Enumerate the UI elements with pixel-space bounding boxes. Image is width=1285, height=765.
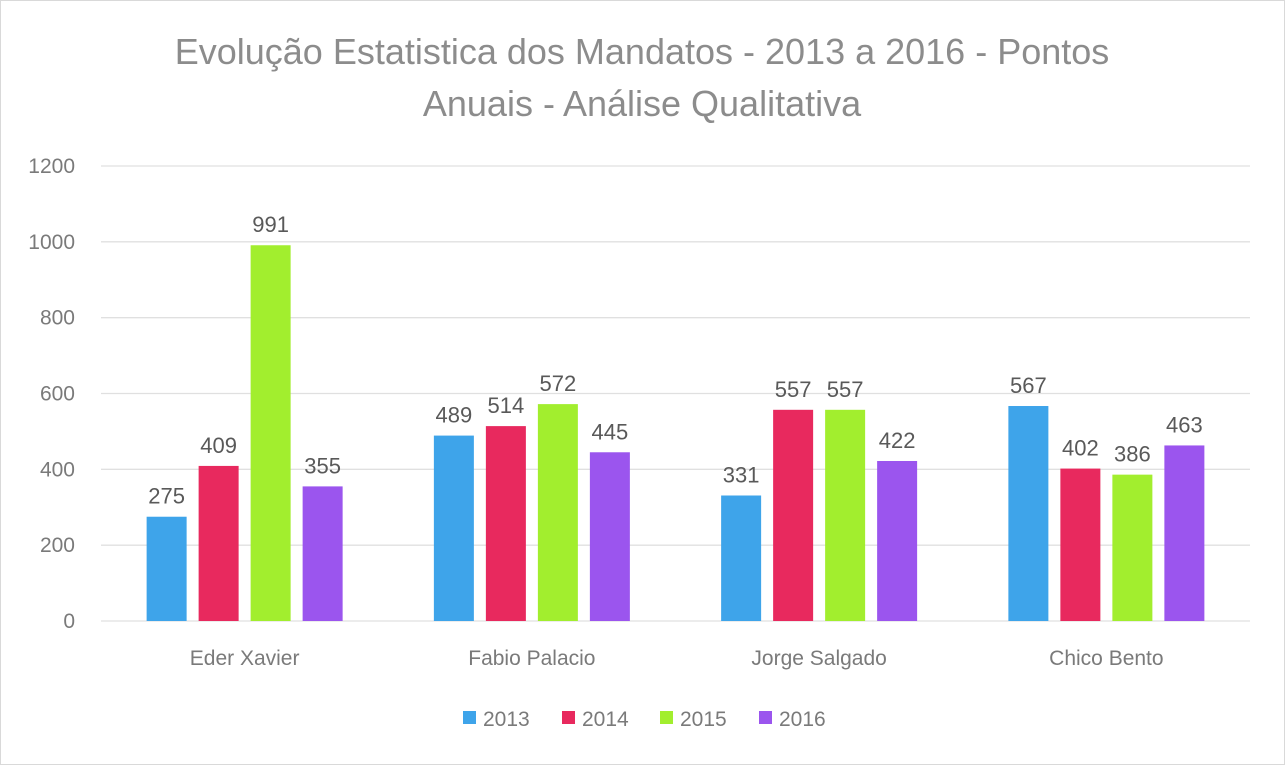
legend-label: 2016 [779,708,826,731]
data-label: 463 [1166,412,1203,437]
data-label: 422 [879,428,916,453]
data-label: 489 [436,403,473,428]
bar-2013 [146,516,187,621]
legend-swatch-2013 [463,711,476,724]
bar-2013 [1008,406,1049,621]
x-tick-label: Jorge Salgado [751,647,886,670]
y-tick-label: 0 [63,610,75,633]
data-label: 567 [1010,373,1047,398]
data-label: 445 [592,419,629,444]
y-tick-label: 200 [40,534,75,557]
bar-2016 [302,486,343,621]
legend-label: 2014 [582,708,629,731]
data-label: 557 [827,377,864,402]
bar-2014 [198,465,239,621]
bar-2016 [877,460,918,621]
y-tick-label: 1000 [28,231,75,254]
data-label: 402 [1062,436,1099,461]
bar-2016 [1164,445,1205,621]
bar-2014 [773,409,814,621]
bar-2016 [589,452,630,621]
legend-label: 2015 [680,708,727,731]
data-label: 275 [148,484,185,509]
data-label: 331 [723,462,760,487]
data-label: 386 [1114,442,1151,467]
legend-swatch-2015 [660,711,673,724]
bar-2013 [433,435,474,621]
bar-2015 [825,409,866,621]
y-tick-label: 400 [40,458,75,481]
x-tick-label: Chico Bento [1049,647,1163,670]
data-label: 514 [488,393,525,418]
legend-swatch-2014 [562,711,575,724]
chart-title-line-1: Evolução Estatistica dos Mandatos - 2013… [175,31,1110,72]
bar-2015 [1112,474,1153,621]
data-label: 409 [200,433,237,458]
data-label: 355 [304,453,341,478]
bar-2015 [250,245,291,621]
data-label: 991 [252,212,289,237]
chart-title-line-2: Anuais - Análise Qualitativa [423,83,862,124]
y-tick-label: 1200 [28,155,75,178]
bar-2014 [485,426,526,621]
legend-label: 2013 [483,708,530,731]
bar-2015 [537,404,578,621]
data-label: 557 [775,377,812,402]
x-tick-label: Fabio Palacio [468,647,595,670]
y-tick-label: 600 [40,383,75,406]
x-tick-label: Eder Xavier [190,647,300,670]
y-tick-label: 800 [40,307,75,330]
bar-2013 [721,495,762,621]
bar-2014 [1060,468,1101,621]
legend-swatch-2016 [759,711,772,724]
data-label: 572 [540,371,577,396]
